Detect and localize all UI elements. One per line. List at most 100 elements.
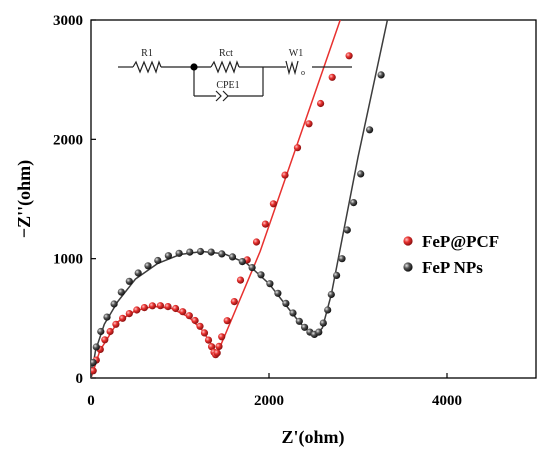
- data-point-fep-pcf: [101, 336, 109, 344]
- data-point-fep-nps: [338, 255, 346, 263]
- data-point-fep-nps: [319, 319, 327, 327]
- legend-item-fep-nps: FeP NPs: [403, 258, 483, 277]
- y-axis: 0 1000 2000 3000: [53, 13, 96, 387]
- data-point-fep-pcf: [133, 306, 141, 314]
- circuit-node: [190, 63, 198, 71]
- data-point-fep-nps: [103, 313, 111, 321]
- data-point-fep-pcf: [215, 342, 223, 350]
- data-point-fep-nps: [196, 247, 205, 256]
- legend-label-fep-nps: FeP NPs: [422, 258, 483, 277]
- circuit-label-cpe1: CPE1: [216, 80, 239, 91]
- data-point-fep-pcf: [236, 276, 245, 284]
- data-point-fep-pcf: [140, 304, 148, 312]
- legend-marker-fep-nps: [403, 262, 413, 272]
- y-tick-label: 0: [76, 371, 84, 387]
- data-point-fep-nps: [144, 262, 152, 270]
- data-points: [91, 52, 385, 375]
- x-tick-label: 2000: [254, 393, 284, 409]
- data-point-fep-nps: [343, 226, 351, 234]
- data-point-fep-pcf: [119, 314, 127, 322]
- legend-marker-fep-pcf: [403, 236, 413, 246]
- data-point-fep-nps: [289, 309, 297, 317]
- data-point-fep-pcf: [223, 317, 231, 325]
- data-point-fep-nps: [92, 343, 100, 351]
- y-tick-label: 3000: [53, 13, 83, 29]
- data-point-fep-pcf: [112, 320, 120, 328]
- data-point-fep-pcf: [218, 333, 226, 341]
- data-point-fep-nps: [207, 248, 215, 256]
- circuit-label-w1: W1: [289, 48, 303, 59]
- data-point-fep-pcf: [148, 302, 156, 310]
- y-axis-label: −Z''(ohm): [14, 160, 35, 238]
- data-point-fep-pcf: [261, 220, 269, 228]
- data-point-fep-pcf: [156, 302, 164, 310]
- x-axis-label: Z'(ohm): [282, 427, 345, 448]
- data-point-fep-pcf: [200, 329, 209, 337]
- data-point-fep-pcf: [106, 327, 114, 336]
- data-point-fep-nps: [218, 250, 226, 258]
- data-point-fep-nps: [257, 271, 265, 279]
- x-tick-label: 0: [87, 393, 95, 409]
- data-point-fep-nps: [295, 317, 303, 325]
- data-point-fep-pcf: [293, 144, 302, 152]
- data-point-fep-pcf: [328, 73, 336, 81]
- y-tick-label: 2000: [53, 132, 83, 148]
- circuit-label-r1: R1: [141, 48, 153, 59]
- circuit-wires: [118, 66, 352, 97]
- data-point-fep-nps: [134, 269, 142, 277]
- data-point-fep-pcf: [213, 349, 221, 357]
- data-point-fep-pcf: [305, 120, 313, 128]
- data-point-fep-nps: [97, 327, 105, 336]
- circuit-label-rct: Rct: [219, 48, 233, 59]
- resistor-r1-symbol: [132, 60, 162, 74]
- data-point-fep-nps: [110, 300, 118, 308]
- data-point-fep-pcf: [230, 298, 238, 306]
- data-point-fep-nps: [164, 252, 172, 260]
- data-point-fep-nps: [228, 253, 237, 261]
- data-point-fep-pcf: [196, 322, 204, 330]
- data-point-fep-nps: [274, 289, 282, 297]
- data-point-fep-nps: [327, 290, 335, 299]
- legend-item-fep-pcf: FeP@PCF: [403, 232, 499, 251]
- data-point-fep-nps: [125, 277, 133, 285]
- data-point-fep-nps: [357, 170, 365, 178]
- data-point-fep-pcf: [91, 367, 97, 375]
- data-point-fep-pcf: [179, 308, 187, 316]
- data-point-fep-nps: [91, 358, 97, 367]
- data-point-fep-nps: [377, 71, 385, 79]
- legend-label-fep-pcf: FeP@PCF: [422, 232, 499, 251]
- data-point-fep-pcf: [191, 316, 199, 325]
- data-point-fep-nps: [175, 249, 183, 257]
- y-tick-label: 1000: [53, 252, 83, 268]
- data-point-fep-nps: [154, 256, 162, 265]
- warburg-symbol: [285, 60, 299, 76]
- data-point-fep-pcf: [252, 238, 261, 246]
- data-point-fep-pcf: [208, 343, 216, 351]
- cpe-symbol: [215, 90, 229, 102]
- resistor-rct-symbol: [210, 60, 240, 74]
- data-point-fep-nps: [315, 328, 323, 336]
- data-point-fep-pcf: [281, 171, 289, 179]
- data-point-fep-nps: [301, 323, 309, 331]
- x-axis: 0 2000 4000: [87, 373, 462, 409]
- data-point-fep-pcf: [204, 336, 213, 344]
- data-point-fep-nps: [324, 306, 332, 314]
- plot-frame: [90, 19, 537, 379]
- circuit-label-warburg-subscript: o: [301, 68, 305, 77]
- data-point-fep-pcf: [172, 304, 180, 313]
- data-point-fep-nps: [333, 271, 341, 279]
- data-point-fep-nps: [238, 258, 246, 266]
- data-point-fep-nps: [266, 280, 274, 288]
- data-point-fep-nps: [248, 264, 256, 272]
- fit-line-fep-nps: [91, 20, 389, 378]
- data-point-fep-pcf: [185, 312, 193, 320]
- data-point-fep-nps: [186, 248, 194, 256]
- data-point-fep-pcf: [345, 52, 353, 60]
- data-point-fep-nps: [366, 126, 374, 134]
- data-point-fep-nps: [350, 199, 358, 207]
- circuit-inset: R1 Rct W1 CPE1 o: [118, 48, 352, 102]
- data-point-fep-pcf: [125, 310, 133, 318]
- data-point-fep-nps: [117, 288, 125, 296]
- x-tick-label: 4000: [432, 393, 462, 409]
